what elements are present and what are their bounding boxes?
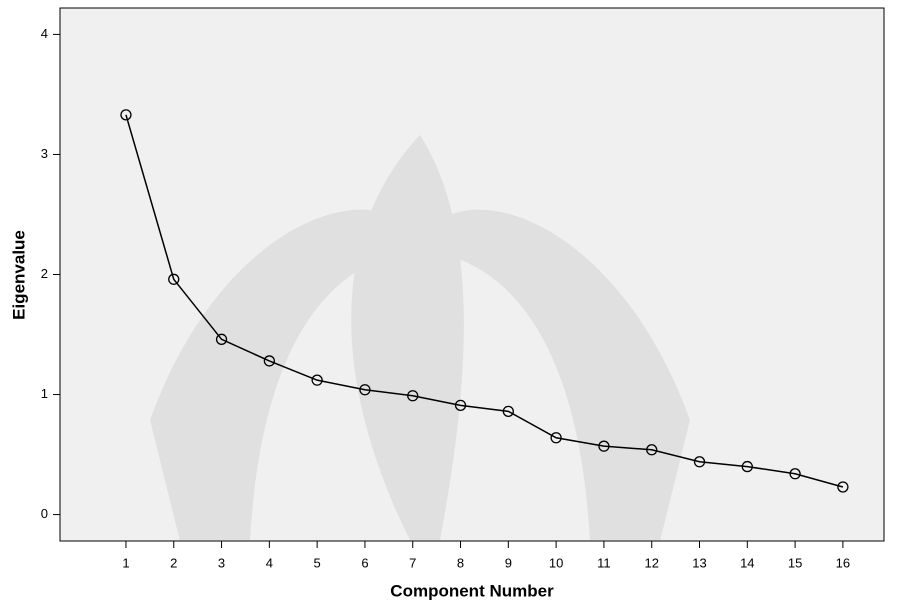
x-tick-label: 13 — [692, 555, 706, 570]
x-tick-label: 7 — [409, 555, 416, 570]
x-tick-label: 12 — [644, 555, 658, 570]
y-tick-label: 2 — [41, 266, 48, 281]
y-tick-label: 0 — [41, 506, 48, 521]
x-tick-label: 10 — [549, 555, 563, 570]
x-tick-label: 8 — [457, 555, 464, 570]
y-tick-label: 4 — [41, 26, 48, 41]
x-tick-label: 16 — [836, 555, 850, 570]
y-tick-label: 3 — [41, 146, 48, 161]
y-axis-title: Eigenvalue — [9, 230, 28, 320]
x-tick-label: 15 — [788, 555, 802, 570]
x-tick-label: 3 — [218, 555, 225, 570]
x-tick-label: 11 — [597, 555, 611, 570]
x-tick-label: 5 — [314, 555, 321, 570]
chart: Component Number Eigenvalue 012341234567… — [0, 0, 900, 609]
y-tick-label: 1 — [41, 386, 48, 401]
x-tick-label: 4 — [266, 555, 273, 570]
x-tick-label: 14 — [740, 555, 754, 570]
x-tick-label: 9 — [505, 555, 512, 570]
x-axis-title: Component Number — [390, 581, 554, 600]
x-tick-label: 2 — [170, 555, 177, 570]
x-tick-label: 6 — [361, 555, 368, 570]
x-tick-label: 1 — [122, 555, 129, 570]
page: Component Number Eigenvalue 012341234567… — [0, 0, 900, 609]
